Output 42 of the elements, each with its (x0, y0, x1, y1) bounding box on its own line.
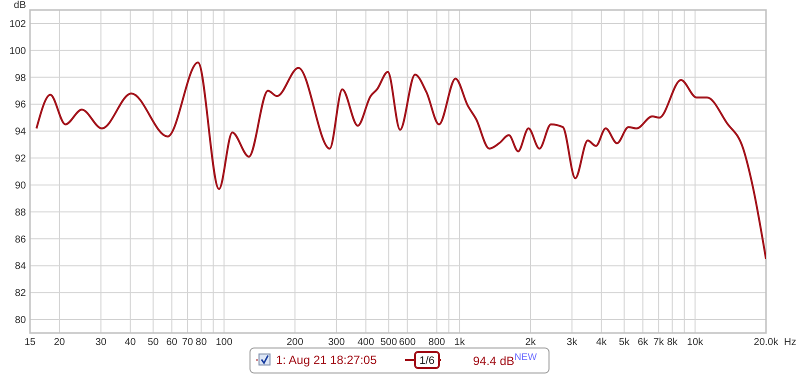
y-tick-label: 90 (14, 180, 26, 192)
x-tick-label: 500 (380, 337, 398, 348)
x-tick-label: 200 (286, 337, 304, 348)
x-tick-label: 600 (398, 337, 416, 348)
x-tick-label: 300 (328, 337, 346, 348)
x-tick-label: 800 (428, 337, 446, 348)
y-tick-label: 84 (14, 261, 26, 272)
x-tick-label: 400 (358, 337, 375, 348)
x-tick-label: 3k (566, 337, 578, 348)
text: 1/6 (419, 355, 435, 367)
x-tick-label: 8k (666, 337, 679, 348)
x-tick-label: 30 (95, 337, 107, 348)
y-tick-label: 96 (14, 100, 26, 111)
x-tick-label: 4k (596, 337, 608, 348)
y-tick-label: 82 (14, 288, 26, 300)
x-axis-title: Hz (784, 337, 796, 348)
text: 94.4 dB$^{NEW}$ (473, 352, 538, 368)
y-tick-label: 80 (14, 315, 26, 326)
x-tick-label: 15 (24, 337, 36, 348)
x-tick-label: 20.0k (754, 337, 780, 348)
y-tick-label: 102 (9, 18, 26, 30)
y-tick-label: 100 (9, 46, 26, 57)
x-tick-label: 70 (182, 337, 194, 348)
y-axis-title: dB (14, 0, 26, 11)
x-tick-label: 6k (638, 337, 650, 348)
x-tick-label: 80 (196, 337, 208, 348)
y-tick-label: 92 (14, 154, 26, 165)
x-tick-label: 60 (166, 337, 178, 348)
x-tick-label: 2k (525, 337, 537, 348)
y-tick-label: 98 (14, 72, 26, 84)
x-tick-label: 1k (454, 337, 466, 348)
y-tick-label: 86 (14, 234, 26, 246)
y-tick-label: 94 (14, 126, 26, 138)
x-tick-label: 100 (216, 337, 233, 348)
x-tick-label: 10k (687, 337, 704, 348)
x-tick-label: 50 (148, 337, 160, 348)
legend-label: 1: Aug 21 18:27:05 (276, 353, 378, 367)
x-tick-label: 7k (653, 337, 665, 348)
x-tick-label: 40 (124, 337, 136, 348)
x-tick-label: 20 (54, 337, 66, 348)
x-tick-label: 5k (618, 337, 630, 348)
y-tick-label: 88 (14, 207, 26, 218)
